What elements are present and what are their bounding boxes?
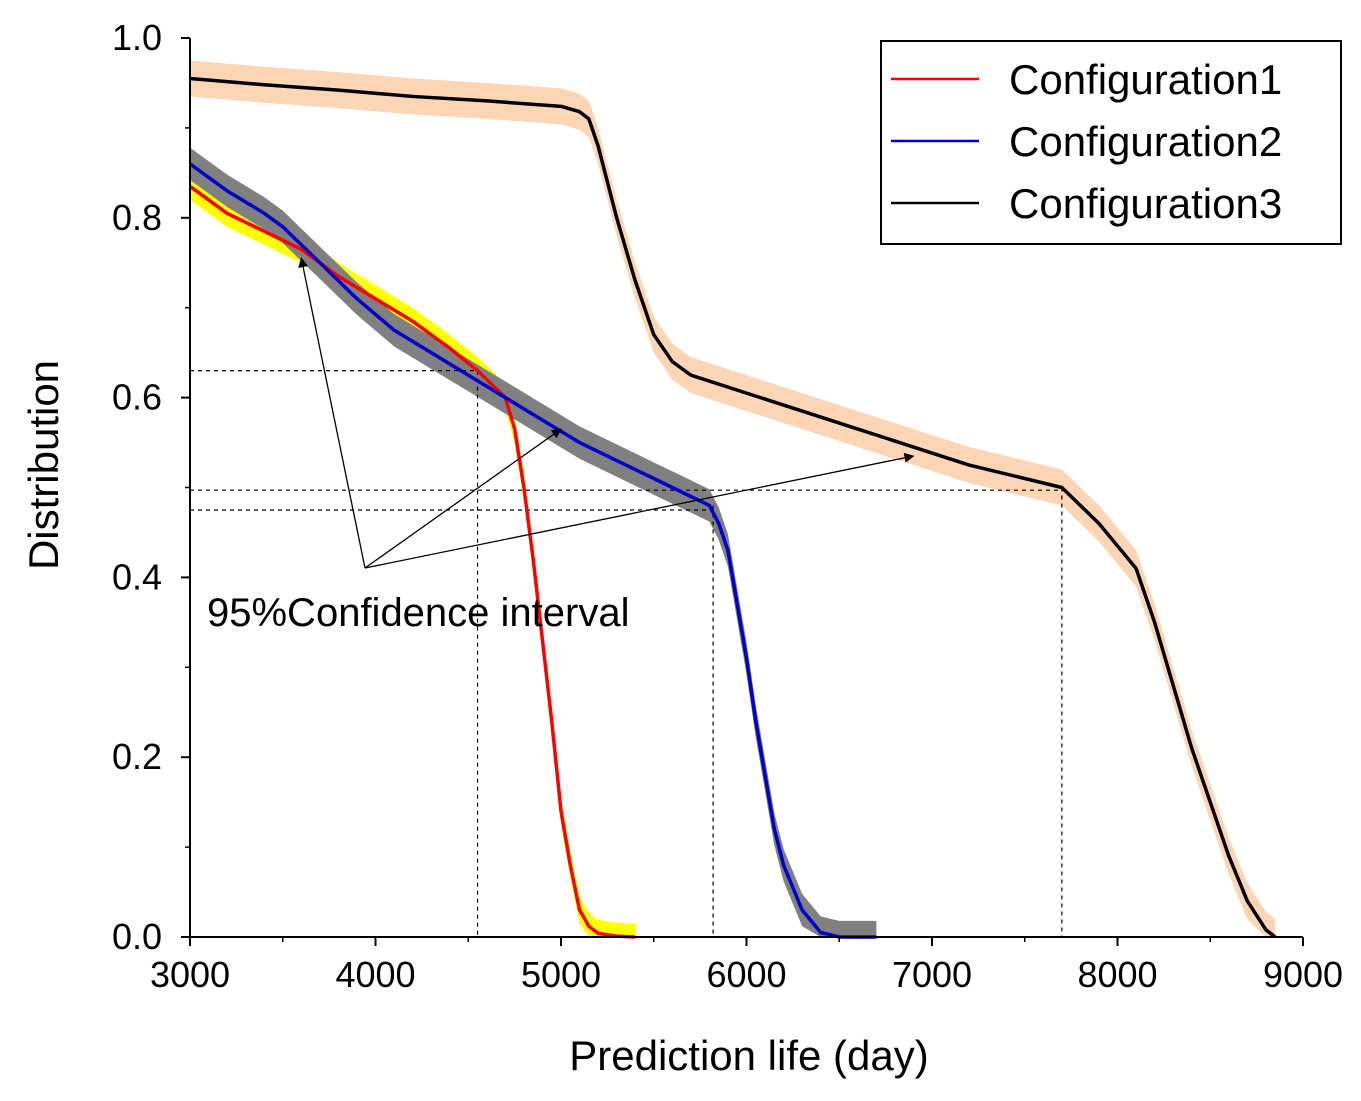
- x-tick-label: 3000: [150, 954, 230, 995]
- annotation-label: 95%Confidence interval: [207, 591, 629, 635]
- x-tick-label: 8000: [1077, 954, 1157, 995]
- series-line-3: [189, 76, 1277, 939]
- legend-label-3: Configuration3: [1009, 180, 1282, 227]
- y-tick-label: 1.0: [112, 17, 162, 58]
- x-tick-label: 6000: [706, 954, 786, 995]
- axes: 3000 4000 5000 6000 7000 8000 9000 0.0 0.2 0.4 0.6…: [112, 17, 1343, 995]
- reference-lines: [190, 370, 1063, 937]
- band-1: [190, 172, 636, 938]
- series-line-1: [188, 184, 636, 939]
- series-lines: [188, 76, 1277, 939]
- y-tick-label: 0.0: [112, 916, 162, 957]
- series-line-2: [188, 162, 877, 939]
- annotation-arrow-1: [298, 257, 366, 569]
- confidence-bands: [190, 60, 1276, 938]
- annotation-arrow-2: [364, 428, 562, 569]
- annotations: 95%Confidence interval: [207, 257, 915, 635]
- x-tick-label: 5000: [521, 954, 601, 995]
- x-tick-label: 7000: [892, 954, 972, 995]
- y-tick-label: 0.8: [112, 197, 162, 238]
- legend-box: [880, 40, 1342, 245]
- legend-label-1: Configuration1: [1009, 56, 1282, 103]
- y-tick-label: 0.4: [112, 556, 162, 597]
- x-tick-label: 4000: [335, 954, 415, 995]
- band-3: [190, 60, 1276, 938]
- legend: Configuration1 Configuration2 Configuratio…: [880, 40, 1342, 245]
- y-tick-label: 0.2: [112, 736, 162, 777]
- x-tick-label: 9000: [1263, 954, 1343, 995]
- y-tick-label: 0.6: [112, 377, 162, 418]
- legend-label-2: Configuration2: [1009, 118, 1282, 165]
- x-axis-title: Prediction life (day): [569, 1032, 928, 1079]
- annotation-arrow-3: [364, 452, 915, 569]
- y-axis-title: Distribution: [20, 360, 67, 570]
- axis-titles: Prediction life (day) Distribution: [20, 360, 929, 1079]
